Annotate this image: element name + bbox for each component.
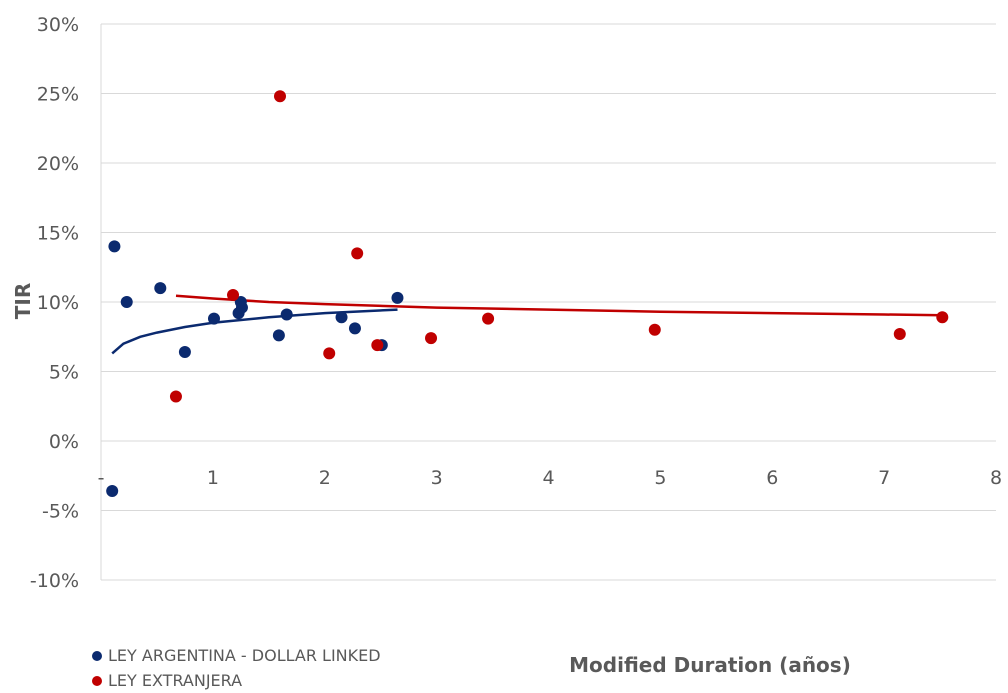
y-axis-title: TIR	[11, 283, 35, 319]
data-point-series-2	[425, 332, 438, 345]
x-tick-label: 3	[431, 467, 443, 489]
x-tick-label: 2	[319, 467, 331, 489]
data-point-series-1	[391, 291, 404, 304]
y-tick-label: 25%	[37, 84, 79, 106]
data-point-series-2	[323, 347, 336, 360]
legend-item-series-2: LEY EXTRANJERA	[92, 668, 381, 693]
x-tick-label: 1	[207, 467, 219, 489]
data-points	[106, 90, 949, 498]
y-tick-label: 10%	[37, 292, 79, 314]
data-point-series-1	[108, 240, 121, 253]
data-point-series-1	[178, 346, 191, 359]
legend: LEY ARGENTINA - DOLLAR LINKED LEY EXTRAN…	[92, 643, 381, 693]
y-tick-label: 0%	[49, 431, 79, 453]
y-tick-label: -10%	[30, 570, 79, 592]
x-tick-label: 4	[542, 467, 554, 489]
data-point-series-2	[351, 247, 364, 260]
y-tick-label: 30%	[37, 14, 79, 36]
legend-marker-series-2	[92, 675, 102, 686]
data-point-series-2	[274, 90, 286, 103]
x-tick-label: 8	[990, 467, 1002, 489]
y-tick-labels: 30% 25% 20% 15% 10% 5% 0% -5% -10%	[30, 14, 79, 592]
data-point-series-1	[272, 329, 285, 342]
data-point-series-1	[120, 296, 133, 308]
data-point-series-1	[348, 322, 361, 335]
data-point-series-1	[335, 311, 348, 324]
trend-line-series-1	[111, 308, 398, 355]
x-tick-label: 6	[766, 467, 778, 489]
y-tick-label: 20%	[37, 153, 79, 175]
data-point-series-1	[280, 308, 293, 321]
y-tick-label: 5%	[49, 362, 79, 384]
y-tick-label: 15%	[37, 223, 79, 245]
data-point-series-2	[371, 339, 384, 352]
legend-label-series-1: LEY ARGENTINA - DOLLAR LINKED	[108, 646, 381, 665]
data-point-series-1	[154, 282, 167, 295]
x-tick-label: 7	[878, 467, 890, 489]
data-point-series-1	[106, 485, 119, 498]
legend-marker-series-1	[92, 650, 102, 661]
x-tick-labels: - 1 2 3 4 5 6 7 8	[98, 467, 1002, 489]
x-tick-label: 5	[654, 467, 666, 489]
y-tick-label: -5%	[42, 501, 79, 523]
data-point-series-2	[893, 327, 906, 340]
legend-item-series-1: LEY ARGENTINA - DOLLAR LINKED	[92, 643, 381, 668]
data-point-series-2	[936, 311, 949, 324]
data-point-series-1	[235, 301, 248, 314]
legend-label-series-2: LEY EXTRANJERA	[108, 671, 243, 690]
data-point-series-2	[227, 289, 240, 302]
data-point-series-2	[648, 323, 661, 336]
data-point-series-2	[169, 390, 182, 403]
data-point-series-2	[482, 312, 495, 325]
x-axis-title: Modified Duration (años)	[569, 653, 851, 677]
data-point-series-1	[207, 312, 220, 325]
x-tick-label: -	[98, 467, 105, 489]
